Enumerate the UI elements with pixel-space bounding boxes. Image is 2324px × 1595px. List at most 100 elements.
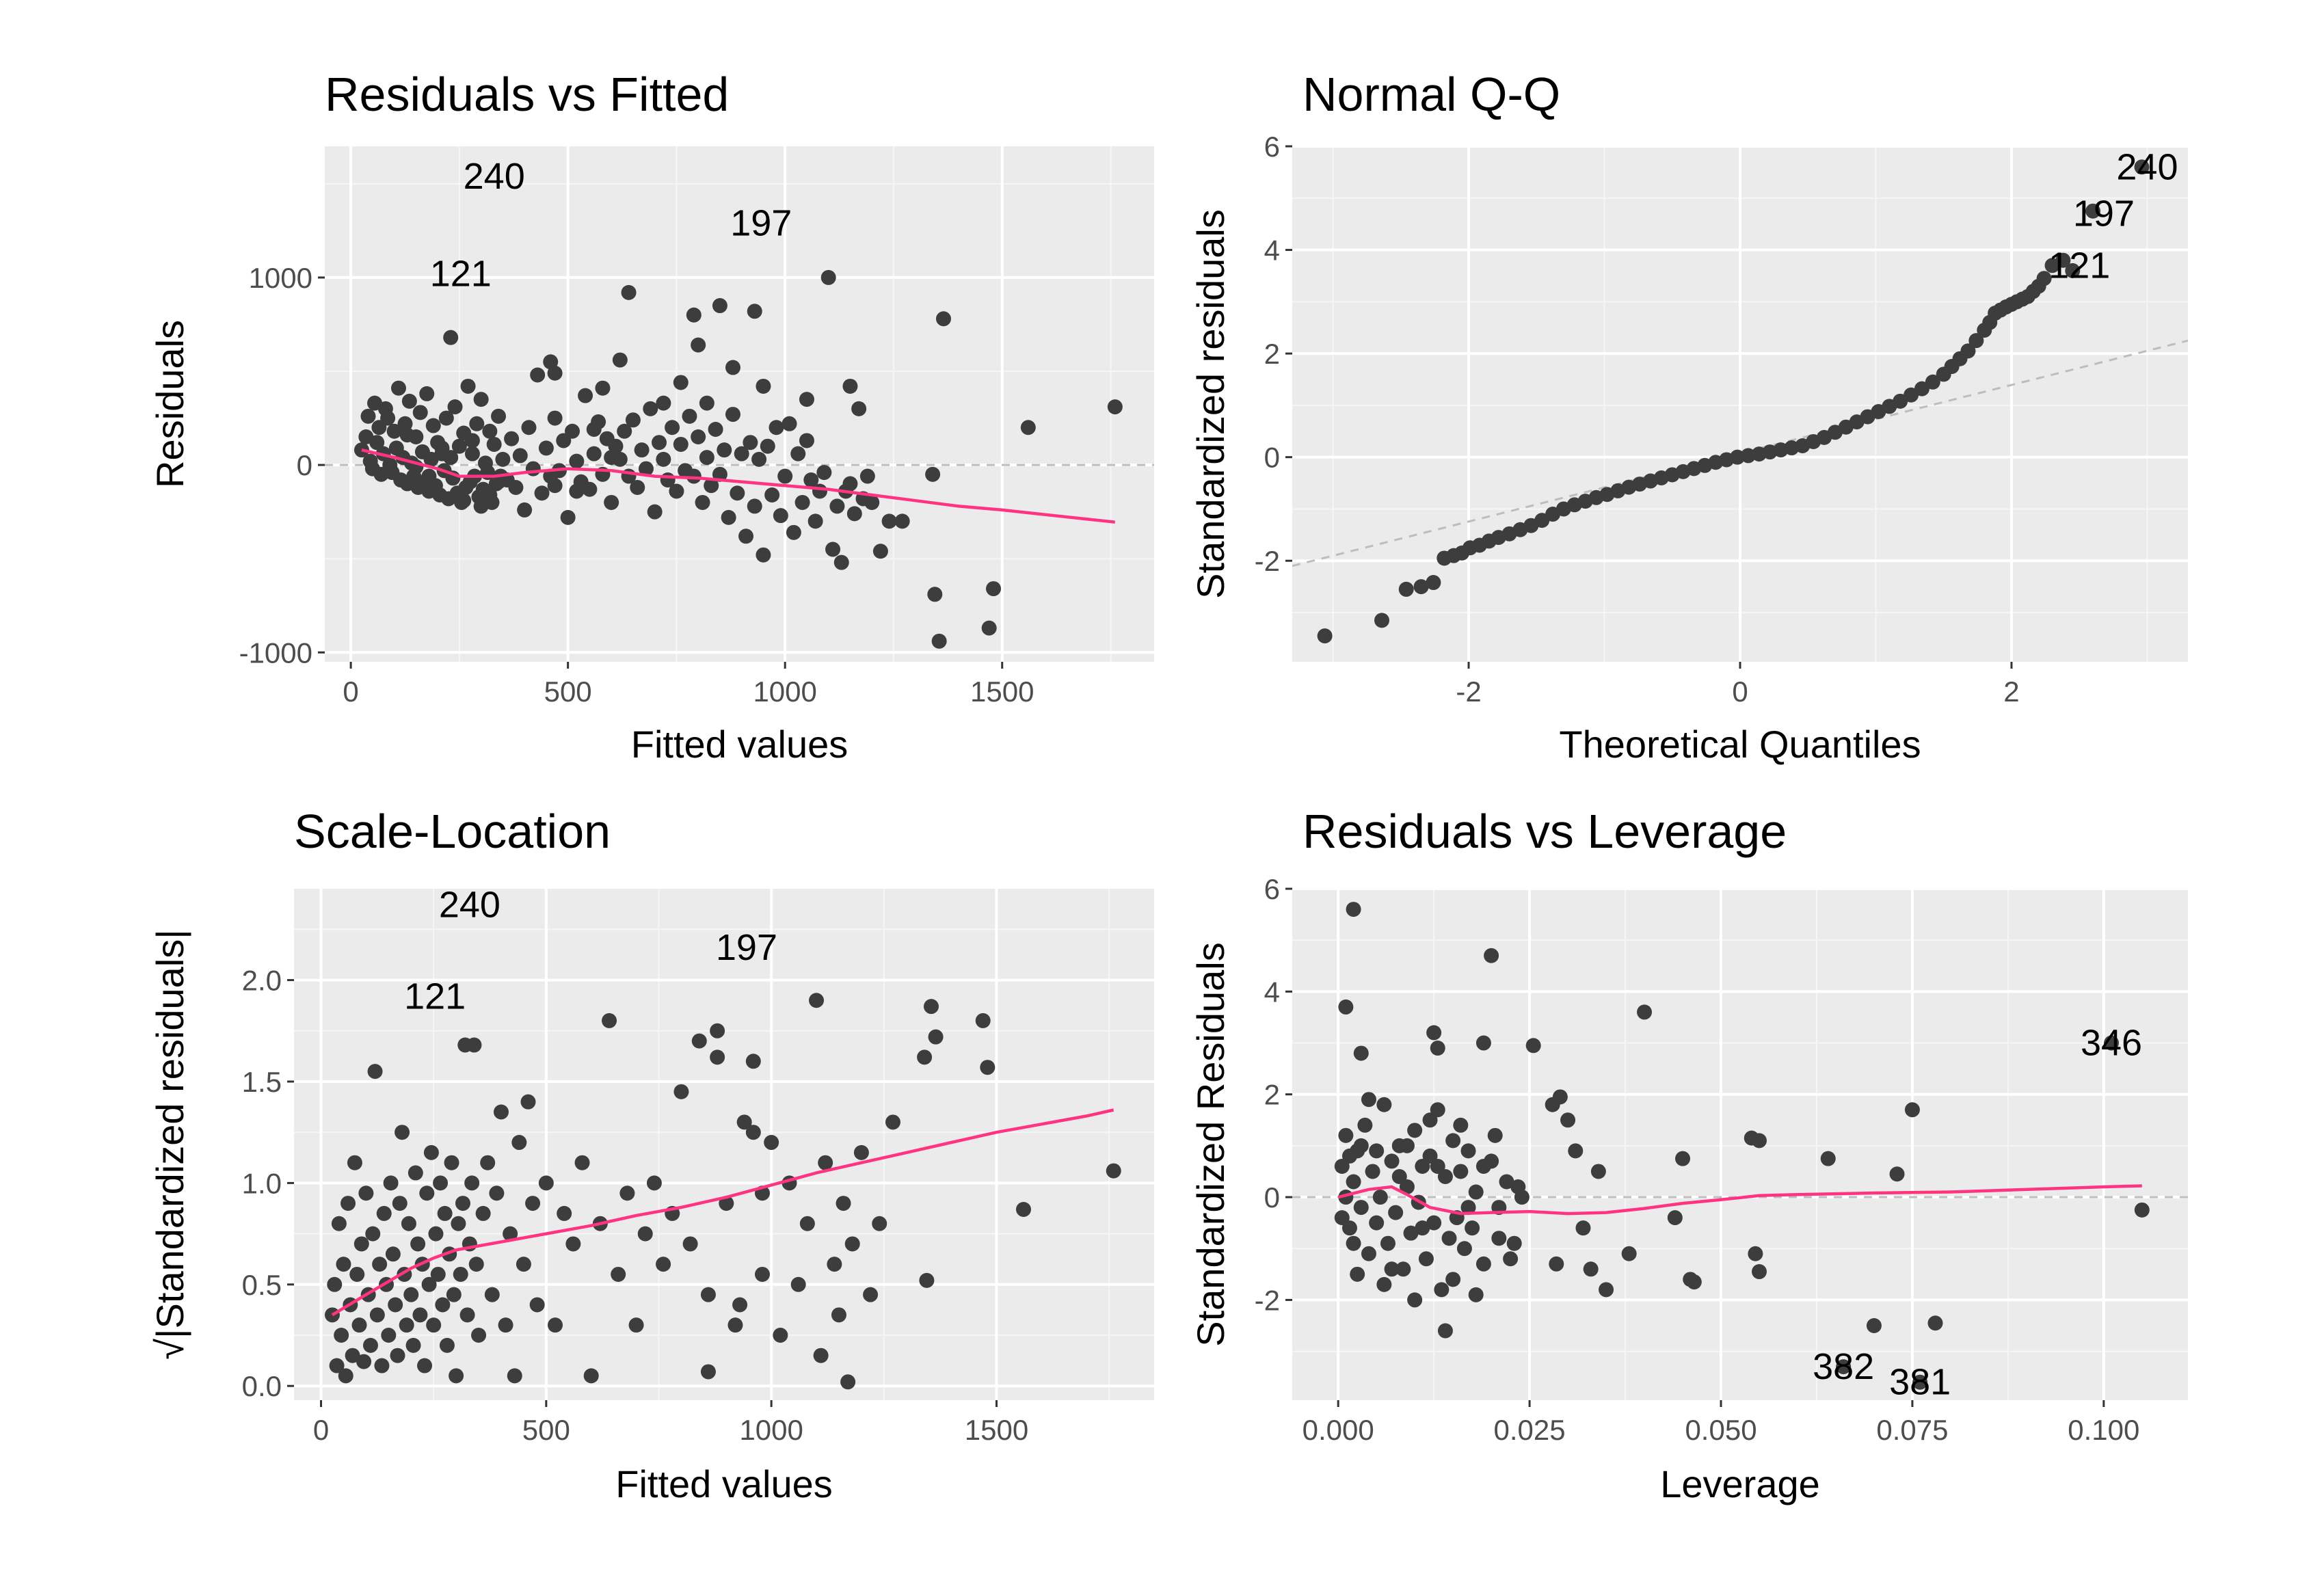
data-point [700,1364,716,1380]
data-point [419,1185,435,1201]
data-point [1445,1133,1461,1149]
data-point [362,1337,378,1353]
data-point [809,993,825,1008]
data-point [464,1175,480,1191]
data-point [710,1049,725,1065]
data-point [652,435,667,451]
data-point [764,487,780,502]
data-point [1361,1092,1376,1108]
data-point [935,311,951,327]
data-point [637,1226,653,1242]
data-point [1372,1190,1388,1205]
data-point [691,429,706,444]
data-point [569,483,585,499]
y-tick-label: 6 [1264,873,1280,905]
data-point [1441,1231,1457,1246]
data-point [547,478,563,494]
data-point [360,408,376,424]
smooth-line [331,1108,1114,1317]
data-point [1338,1127,1354,1143]
data-point [1422,1112,1438,1128]
x-tick-label: 2 [2003,675,2019,708]
data-point [447,399,463,415]
data-point [446,1287,462,1302]
y-tick-label: -2 [1255,1284,1280,1316]
data-point [351,1317,367,1333]
data-point [1334,1210,1350,1226]
data-point [1475,1158,1491,1174]
data-point [1399,1138,1415,1153]
data-point [1369,1143,1385,1159]
y-tick-label: 1.0 [242,1167,282,1199]
x-tick-label: 500 [544,675,592,708]
data-point [2104,1035,2120,1051]
data-point [1460,1200,1476,1216]
data-point [538,440,554,456]
data-point [602,1013,617,1028]
data-point [565,1236,581,1252]
data-point [419,386,435,401]
data-point [1388,1205,1404,1220]
data-point [794,494,810,510]
data-point [455,1196,470,1211]
data-point [773,1328,788,1343]
data-point [1751,1133,1767,1149]
x-tick-label: 0 [313,1414,329,1446]
data-point [917,1049,933,1065]
smooth-line [361,448,1116,524]
data-point [439,1337,455,1353]
data-point [473,392,489,407]
data-point [1552,1089,1568,1105]
data-point [1426,575,1441,591]
data-point [747,498,762,514]
data-point [1866,1317,1882,1333]
x-tick-label: 1500 [965,1414,1028,1446]
data-point [799,392,814,407]
x-tick-label: 0.000 [1303,1414,1374,1446]
data-point [1391,1168,1407,1184]
data-point [695,494,710,510]
data-point [931,633,947,649]
data-point [754,1266,770,1282]
data-point [521,420,537,435]
data-point [1106,1163,1121,1179]
data-point [456,493,472,509]
data-point [872,1216,887,1231]
data-point [372,1257,388,1272]
data-point [520,1094,536,1110]
data-point [338,1368,353,1384]
data-point [383,1175,399,1191]
data-point [1107,399,1123,415]
data-point [331,1216,347,1231]
data-point [699,395,714,411]
data-point [547,410,563,426]
data-point [1453,1117,1469,1133]
data-point [840,1374,856,1390]
reference-line [1292,339,2188,567]
data-point [782,416,797,431]
data-point [498,1317,513,1333]
data-point [686,307,702,323]
data-point [547,365,563,381]
data-point [1413,579,1429,595]
data-point [433,1175,449,1191]
data-point [530,367,546,383]
data-point [421,468,437,484]
data-point [1925,374,1940,390]
point-label: 382 [1813,1346,1874,1387]
data-point [842,476,858,492]
data-point [425,418,441,433]
data-point [334,1328,349,1343]
data-point [686,468,702,484]
point-label: 240 [439,885,500,926]
data-point [1960,343,1976,359]
data-point [682,408,697,424]
data-point [491,474,507,490]
data-point [673,375,689,390]
data-point [745,1125,761,1140]
data-point [732,1297,748,1313]
data-point [507,1368,522,1384]
data-point [803,472,819,488]
data-point [595,380,611,396]
data-point [376,1205,392,1221]
